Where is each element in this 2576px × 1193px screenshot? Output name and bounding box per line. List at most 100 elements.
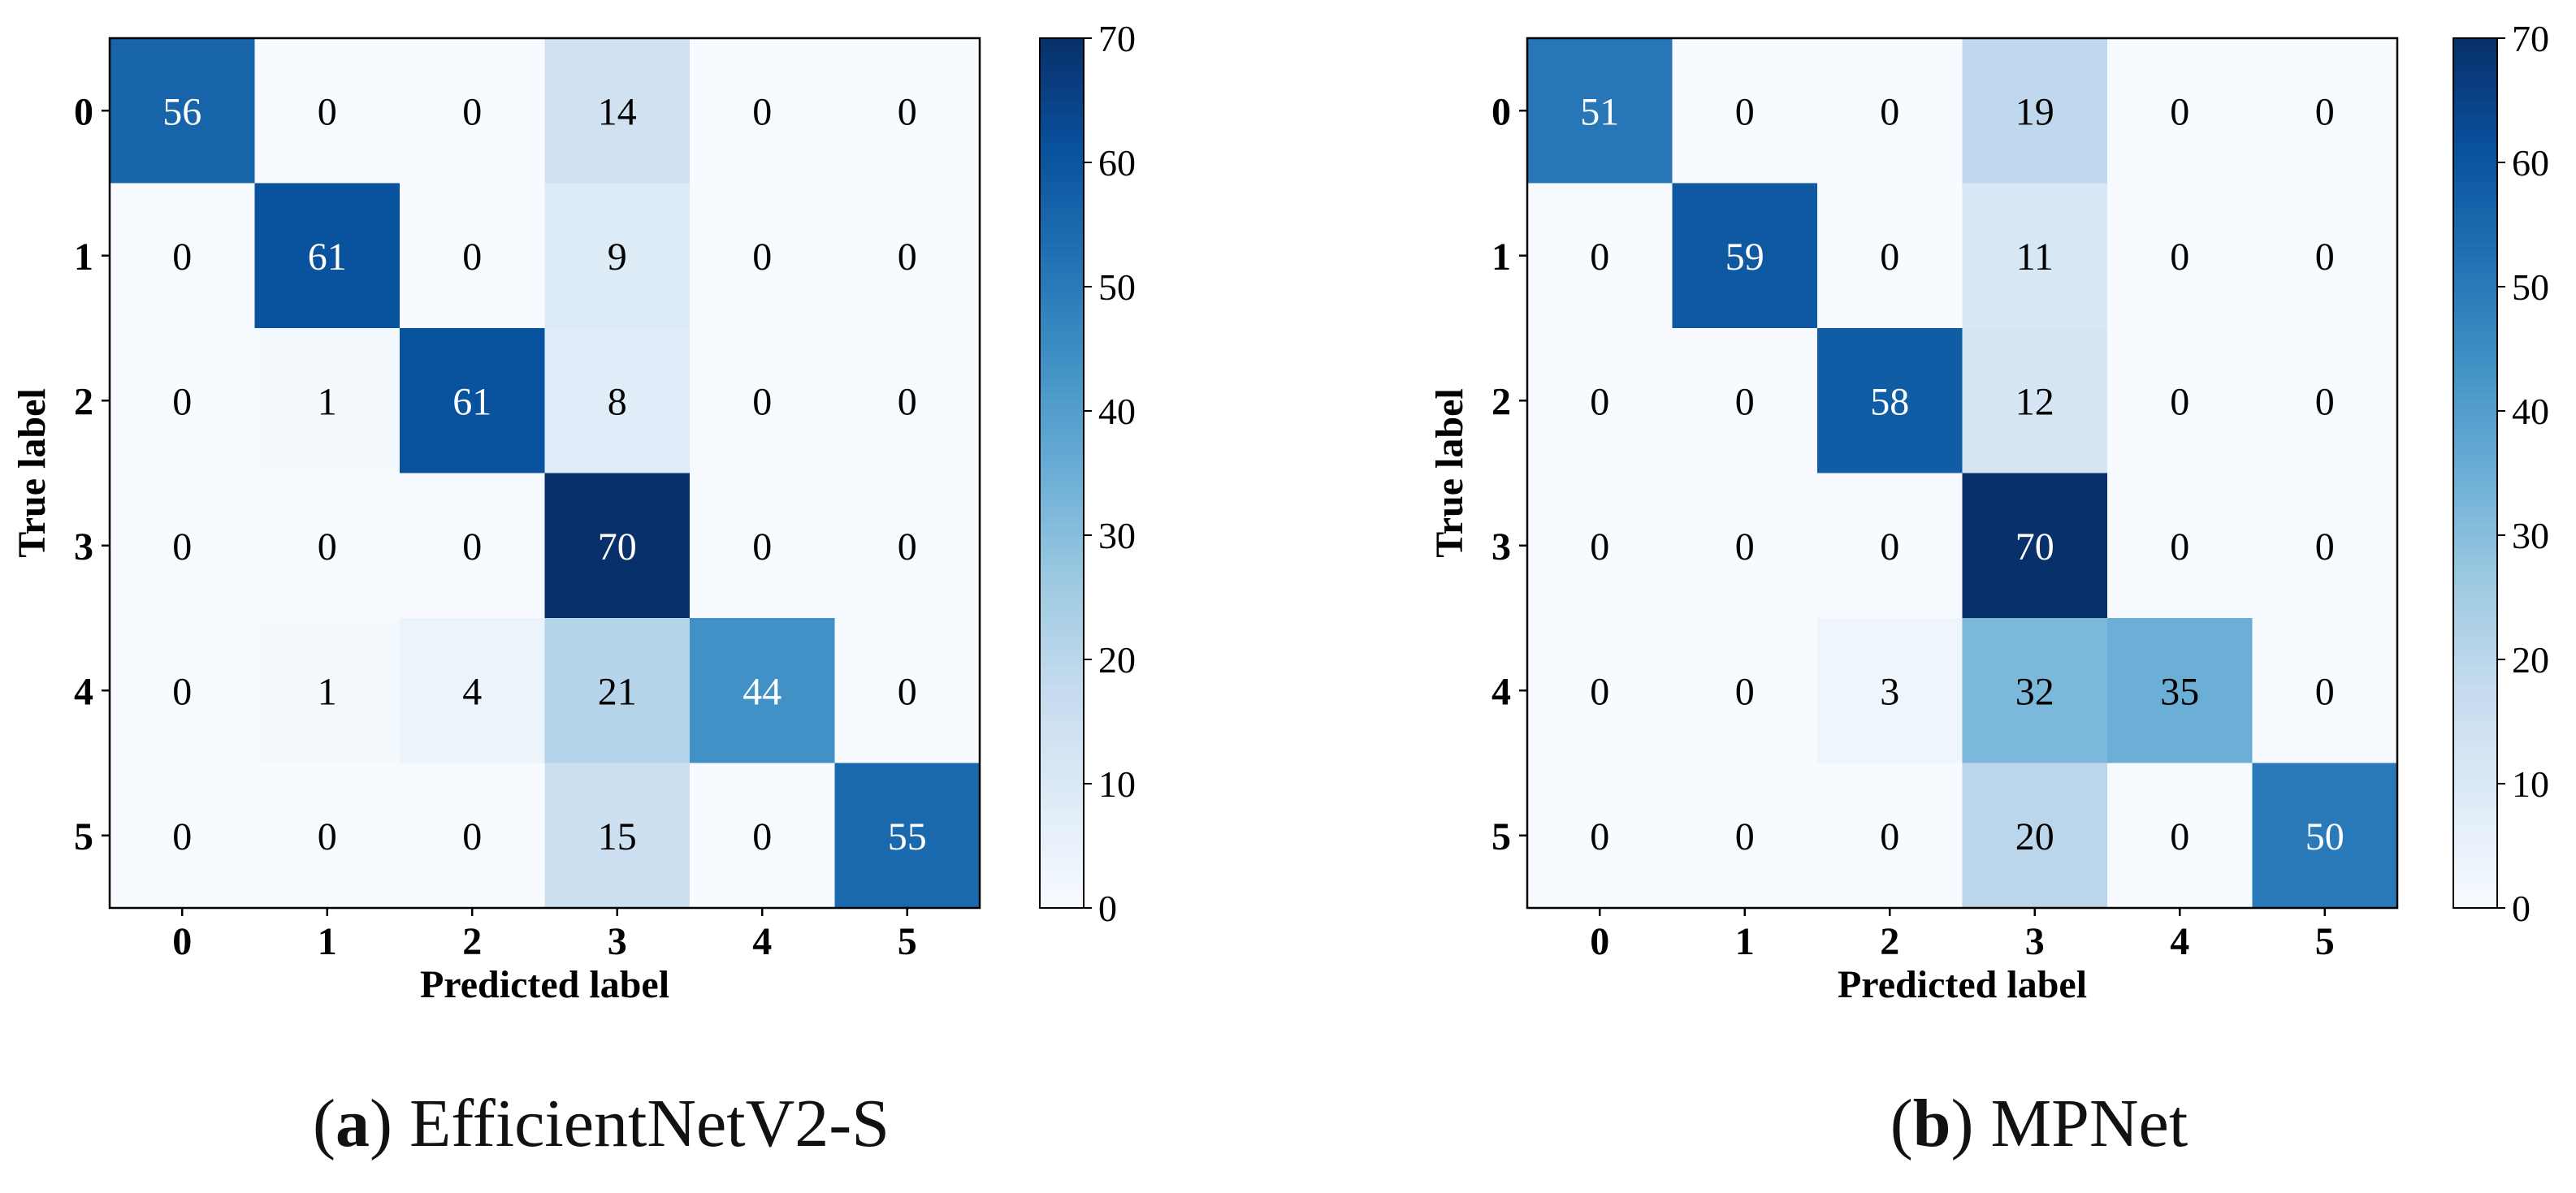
cell-value-label: 56 [162, 90, 201, 133]
cell-value-label: 61 [452, 380, 491, 423]
colorbar-segment [1040, 547, 1084, 555]
heatmap-cell-5-2 [400, 763, 545, 909]
colorbar-tick-label: 0 [2512, 888, 2531, 929]
cell-value-label: 0 [172, 525, 192, 568]
colorbar-segment [2453, 417, 2497, 425]
colorbar-segment [1040, 342, 1084, 350]
colorbar-segment [2453, 585, 2497, 592]
cell-value-label: 1 [318, 380, 337, 423]
heatmap-cell-3-2 [1817, 473, 1963, 619]
colorbar-segment [2453, 255, 2497, 263]
colorbar-segment [1040, 50, 1084, 58]
colorbar-segment [2453, 318, 2497, 325]
colorbar-segment [1040, 131, 1084, 139]
colorbar-segment [2453, 759, 2497, 766]
cell-value-label: 0 [172, 670, 192, 713]
x-tick-label: 2 [462, 920, 482, 963]
colorbar-segment [1040, 193, 1084, 201]
colorbar-segment [1040, 156, 1084, 163]
colorbar-segment [2453, 88, 2497, 95]
heatmap-cell-3-5 [834, 473, 981, 619]
colorbar-tick-label: 10 [2512, 763, 2549, 805]
colorbar-segment [2453, 125, 2497, 132]
colorbar-segment [2453, 603, 2497, 611]
colorbar-segment [2453, 815, 2497, 822]
colorbar-segment [1040, 808, 1084, 816]
colorbar-segment [1040, 255, 1084, 263]
heatmap-cell-1-0 [110, 183, 255, 329]
cell-value-label: 0 [2315, 670, 2335, 713]
colorbar-segment [1040, 212, 1084, 219]
colorbar-segment [1040, 429, 1084, 437]
cell-value-label: 44 [742, 670, 781, 713]
heatmap-cell-0-1 [254, 38, 400, 184]
colorbar-segment [1040, 784, 1084, 791]
colorbar-segment [1040, 665, 1084, 673]
colorbar-segment [1040, 268, 1084, 275]
colorbar-segment [2453, 547, 2497, 555]
caption-b: (b) MPNet [1890, 1086, 2189, 1161]
colorbar-segment [2453, 733, 2497, 741]
colorbar-segment [2453, 876, 2497, 884]
colorbar-segment [2453, 330, 2497, 337]
cell-value-label: 4 [462, 670, 482, 713]
colorbar-segment [2453, 653, 2497, 660]
colorbar-tick-label: 60 [2512, 142, 2549, 184]
colorbar-segment [2453, 566, 2497, 573]
colorbar-segment [2453, 684, 2497, 692]
colorbar-segment [2453, 646, 2497, 655]
heatmap-cell-0-0 [110, 38, 255, 184]
colorbar-segment [1040, 646, 1084, 655]
colorbar-tick-label: 10 [1098, 763, 1136, 805]
x-tick-label: 0 [172, 920, 192, 963]
colorbar-segment [1040, 871, 1084, 878]
heatmap-cell-3-3 [1962, 473, 2108, 619]
colorbar-segment [2453, 796, 2497, 803]
heatmap-cell-4-5 [834, 618, 981, 763]
colorbar-segment [1040, 106, 1084, 114]
cell-value-label: 0 [1590, 525, 1609, 568]
colorbar-segment [2453, 784, 2497, 791]
colorbar-segment [2453, 379, 2497, 387]
colorbar-segment [2453, 833, 2497, 841]
colorbar-segment [2453, 665, 2497, 673]
colorbar-segment [2453, 69, 2497, 76]
colorbar-segment [2453, 287, 2497, 294]
colorbar-segment [1040, 367, 1084, 374]
colorbar-segment [2453, 299, 2497, 306]
colorbar-segment [1040, 889, 1084, 897]
colorbar-segment [2453, 883, 2497, 890]
colorbar-segment [1040, 845, 1084, 853]
colorbar-segment [2453, 274, 2497, 282]
colorbar-tick-label: 20 [2512, 639, 2549, 681]
colorbar-segment [2453, 771, 2497, 779]
heatmap-cell-2-2 [400, 328, 545, 473]
cell-value-label: 9 [608, 236, 627, 279]
colorbar-segment [2453, 63, 2497, 71]
colorbar-segment [2453, 429, 2497, 437]
colorbar-segment [1040, 44, 1084, 52]
heatmap-cell-4-2 [1817, 618, 1963, 763]
cell-value-label: 0 [1590, 236, 1609, 279]
colorbar-frame [1039, 37, 1085, 909]
heatmap-cell-2-2 [1817, 328, 1963, 473]
colorbar-segment [2453, 106, 2497, 114]
colorbar-segment [2453, 268, 2497, 275]
colorbar-segment [2453, 193, 2497, 201]
cell-value-label: 70 [2015, 525, 2054, 568]
x-tick-label: 5 [898, 920, 917, 963]
colorbar-segment [1040, 287, 1084, 294]
colorbar-segment [2453, 348, 2497, 356]
heatmap-cell-4-4 [690, 618, 835, 763]
colorbar-segment [2453, 827, 2497, 834]
heatmap-cell-1-3 [544, 183, 691, 329]
colorbar-segment [1040, 168, 1084, 176]
colorbar-segment [2453, 199, 2497, 207]
caption-a: (a) EfficientNetV2-S [313, 1086, 890, 1161]
heatmap-cell-0-2 [400, 38, 545, 184]
cell-value-label: 0 [1880, 90, 1899, 133]
colorbar-segment [2453, 889, 2497, 897]
colorbar-segment [2453, 243, 2497, 250]
cell-value-label: 8 [608, 380, 627, 423]
x-axis-label: Predicted label [1838, 963, 2087, 1006]
